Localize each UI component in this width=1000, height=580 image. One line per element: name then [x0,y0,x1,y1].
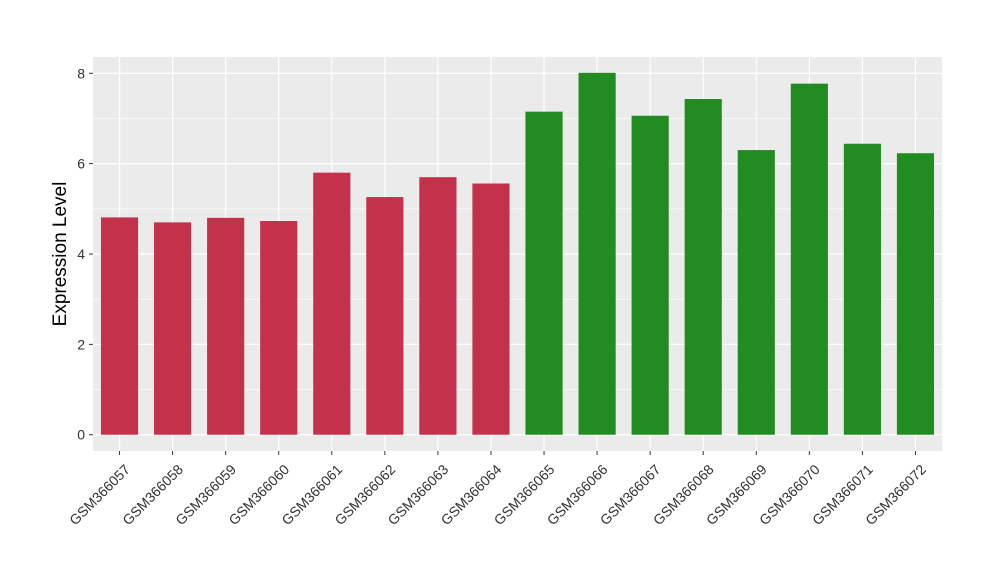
bar-GSM366058 [154,222,192,435]
bar-GSM366061 [313,172,351,435]
bar-GSM366057 [100,217,139,435]
bar-GSM366070 [790,83,828,435]
y-axis-title: Expression Level [50,182,71,327]
bar-GSM366065 [525,111,563,435]
y-tick-label: 2 [77,336,85,352]
bar-GSM366069 [737,150,775,435]
y-tick-label: 4 [77,246,85,262]
y-tick-label: 0 [77,427,85,443]
bars [100,72,935,435]
bar-GSM366060 [260,221,298,435]
bar-GSM366059 [207,217,245,435]
y-tick-label: 8 [77,65,85,81]
y-tick-label: 6 [77,156,85,172]
bar-GSM366067 [631,115,669,435]
bar-GSM366062 [366,197,404,435]
bar-GSM366068 [684,99,722,435]
bar-GSM366066 [578,72,616,435]
x-axis-ticks: GSM366057GSM366058GSM366059GSM366060GSM3… [66,451,929,528]
y-axis-ticks: 0 2 4 6 8 [77,65,93,443]
bar-GSM366064 [472,183,510,435]
bar-GSM366063 [419,177,457,435]
bar-GSM366072 [896,153,935,435]
bar-GSM366071 [843,143,881,435]
